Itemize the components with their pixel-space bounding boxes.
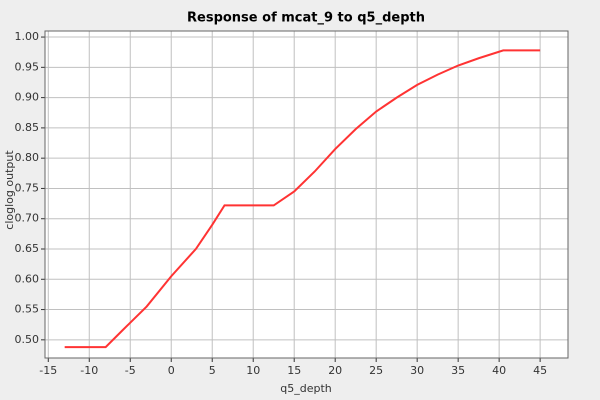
x-tick-label: -5 [125,364,136,377]
plot-area [45,31,568,358]
y-tick-label: 0.70 [15,212,40,225]
x-tick-label: 25 [369,364,383,377]
x-tick-label: 45 [533,364,547,377]
x-tick-label: 10 [246,364,260,377]
y-tick-label: 0.80 [15,151,40,164]
x-tick-label: -15 [39,364,57,377]
plot-frame [44,30,569,359]
y-tick-label: 0.95 [15,60,40,73]
chart-title: Response of mcat_9 to q5_depth [187,11,425,26]
y-tick-label: 0.65 [15,242,40,255]
y-tick-label: 0.50 [15,333,40,346]
y-tick-label: 0.55 [15,303,40,316]
y-tick-label: 1.00 [15,30,40,43]
y-tick-label: 0.60 [15,272,40,285]
x-tick-label: 40 [492,364,506,377]
y-tick-label: 0.90 [15,91,40,104]
y-tick-label: 0.85 [15,121,40,134]
x-tick-label: 15 [287,364,301,377]
x-tick-label: 5 [209,364,216,377]
x-tick-label: 0 [168,364,175,377]
x-tick-label: 30 [410,364,424,377]
y-axis-label: cloglog output [3,150,16,230]
data-line [64,49,541,349]
x-tick-label: 35 [451,364,465,377]
x-tick-label: 20 [328,364,342,377]
x-tick-label: -10 [80,364,98,377]
y-tick-label: 0.75 [15,181,40,194]
x-axis-label: q5_depth [280,382,332,395]
